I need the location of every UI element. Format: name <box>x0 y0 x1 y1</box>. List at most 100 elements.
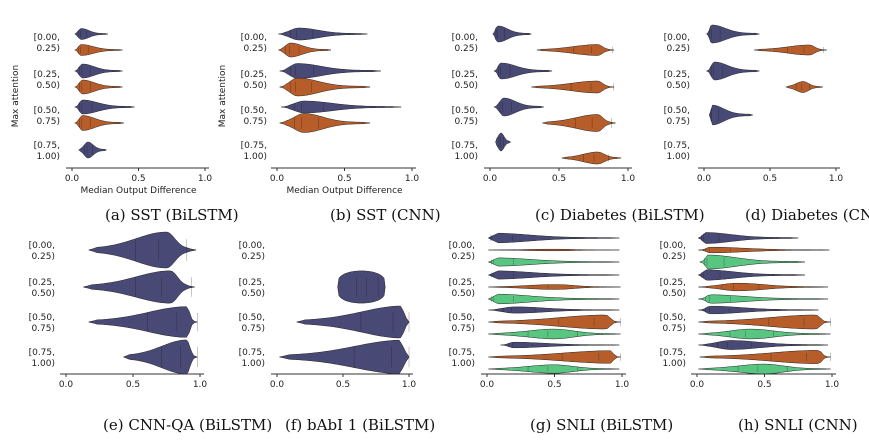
violin-green <box>488 328 621 340</box>
violin-navy <box>493 97 544 117</box>
y-group-label-start: [0.50, <box>34 106 60 116</box>
panel-g: 0.0 0.5 1.0 [0.00,0.25) [0.25,0.50) [0.50,0.7… <box>449 232 673 434</box>
violin-green <box>488 293 620 305</box>
y-group-label-end: 1.00) <box>666 152 690 162</box>
y-group-label-end: 0.75) <box>241 324 265 334</box>
panel-caption: (h) SNLI (CNN) <box>738 416 858 434</box>
violin-orange <box>784 81 823 93</box>
violin-navy <box>88 306 198 338</box>
panel-caption: (e) CNN-QA (BiLSTM) <box>103 416 272 434</box>
x-tick-label: 1.0 <box>829 174 844 184</box>
panel-e: 0.0 0.5 1.0[0.00,0.25)[0.25,0.50)[0.50,0.7… <box>29 231 272 434</box>
y-group-label-start: [0.75, <box>449 348 475 358</box>
y-group-label-end: 0.75) <box>451 324 475 334</box>
y-group-label-end: 1.00) <box>241 359 265 369</box>
y-group-label-start: [0.25, <box>241 70 267 80</box>
y-group-label-end: 0.50) <box>36 81 60 91</box>
violin-navy <box>74 28 108 40</box>
panel-caption: (d) Diabetes (CNN) <box>745 206 869 224</box>
y-group-label-end: 0.25) <box>31 252 55 262</box>
y-group-label-start: [0.50, <box>664 106 690 116</box>
panel-caption: (b) SST (CNN) <box>330 206 441 224</box>
y-group-label-start: [0.00, <box>29 241 55 251</box>
y-group-label-end: 1.00) <box>36 152 60 162</box>
violin-navy <box>83 270 195 304</box>
x-tick-label: 0.5 <box>552 174 566 184</box>
violin-orange <box>277 42 332 58</box>
y-group-label-start: [0.75, <box>241 141 267 151</box>
violin-orange <box>561 151 622 165</box>
y-axis-label: Max attention <box>11 65 21 128</box>
x-tick-label: 0.0 <box>697 174 712 184</box>
x-tick-label: 1.0 <box>405 174 420 184</box>
violin-navy <box>73 99 135 115</box>
y-group-label-start: [0.50, <box>660 313 686 323</box>
y-group-label-end: 1.00) <box>662 359 686 369</box>
violin-navy <box>709 104 754 126</box>
y-group-label-start: [0.00, <box>452 33 478 43</box>
y-group-label-start: [0.00, <box>660 241 686 251</box>
violin-orange <box>699 350 831 364</box>
y-group-label-start: [0.25, <box>452 70 478 80</box>
x-tick-label: 0.5 <box>336 380 350 390</box>
violin-navy <box>281 100 402 114</box>
violin-orange <box>488 284 621 290</box>
y-group-label-end: 0.75) <box>36 117 60 127</box>
panel-caption: (c) Diabetes (BiLSTM) <box>535 206 705 224</box>
violin-green <box>698 254 806 270</box>
violin-green <box>698 294 829 304</box>
violin-orange <box>488 314 621 330</box>
panel-f: 0.0 0.5 1.0 [0.00,0.25) [0.25,0.50) [0.50,0.7… <box>239 241 436 434</box>
y-group-label-start: [0.75, <box>452 141 478 151</box>
violin-navy <box>88 231 197 269</box>
y-group-label-end: 0.25) <box>36 44 60 54</box>
violin-orange <box>73 44 123 56</box>
violin-navy <box>337 270 386 304</box>
x-axis-label: Median Output Difference <box>286 186 403 196</box>
y-group-label-end: 0.75) <box>454 117 478 127</box>
y-group-label-end: 1.00) <box>451 359 475 369</box>
y-group-label-end: 0.50) <box>243 81 267 91</box>
y-group-label-end: 0.75) <box>31 324 55 334</box>
panel-c: 0.0 0.5 1.0[0.00,0.25)[0.25,0.50)[0.50,0.7… <box>452 25 705 224</box>
y-group-label-start: [0.25, <box>29 278 55 288</box>
y-group-label-end: 1.00) <box>31 359 55 369</box>
panel-caption: (f) bAbI 1 (BiLSTM) <box>285 416 435 434</box>
y-group-label-start: [0.25, <box>239 278 265 288</box>
y-group-label-start: [0.25, <box>449 278 475 288</box>
x-tick-label: 0.5 <box>131 174 145 184</box>
y-group-label-start: [0.25, <box>660 278 686 288</box>
y-group-label-start: [0.25, <box>664 70 690 80</box>
violin-green <box>488 364 620 374</box>
violin-orange <box>74 115 124 131</box>
y-group-label-end: 0.25) <box>451 252 475 262</box>
x-tick-label: 0.5 <box>547 380 561 390</box>
x-tick-label: 1.0 <box>615 380 630 390</box>
x-tick-label: 0.5 <box>757 380 771 390</box>
x-tick-label: 0.0 <box>480 380 495 390</box>
y-group-label-start: [0.00, <box>34 33 60 43</box>
violin-navy <box>487 270 620 280</box>
violin-navy <box>698 340 829 350</box>
y-group-label-start: [0.50, <box>449 313 475 323</box>
violin-orange <box>531 80 615 94</box>
y-group-label-end: 0.50) <box>454 81 478 91</box>
violin-navy <box>279 339 410 375</box>
violin-orange <box>536 44 615 56</box>
y-group-label-start: [0.00, <box>449 241 475 251</box>
y-group-label-start: [0.50, <box>241 106 267 116</box>
x-tick-label: 1.0 <box>193 380 208 390</box>
violin-orange <box>279 77 371 97</box>
violin-navy <box>698 305 819 315</box>
violin-navy <box>493 62 553 80</box>
y-group-label-end: 0.50) <box>241 289 265 299</box>
violin-orange <box>488 248 620 252</box>
violin-navy <box>500 341 620 349</box>
y-group-label-start: [0.50, <box>239 313 265 323</box>
y-group-label-end: 0.75) <box>243 117 267 127</box>
y-group-label-end: 0.25) <box>666 44 690 54</box>
y-group-label-start: [0.75, <box>29 348 55 358</box>
y-group-label-start: [0.75, <box>660 348 686 358</box>
